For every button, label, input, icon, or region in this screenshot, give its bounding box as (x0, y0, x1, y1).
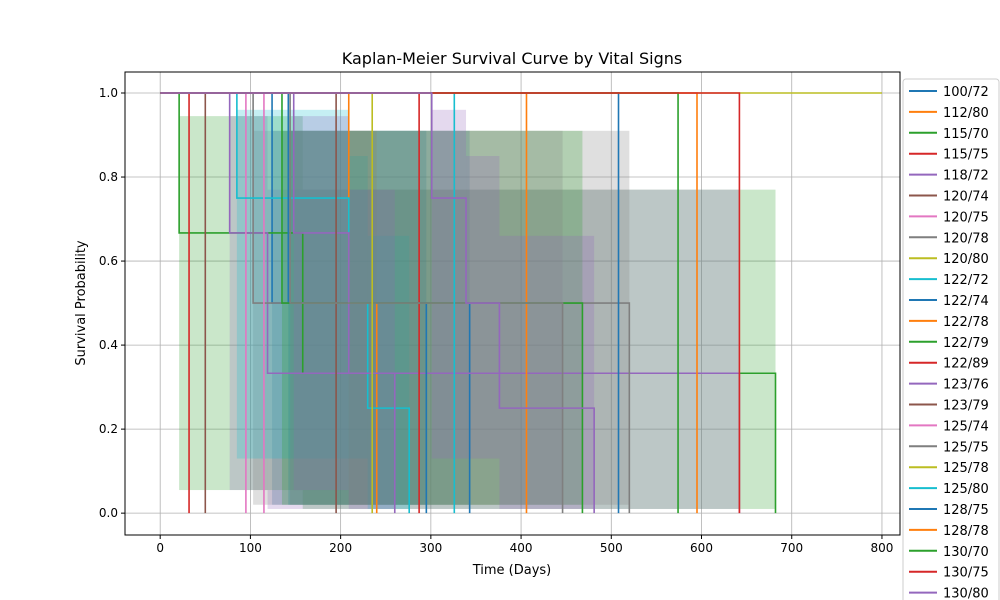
legend-label: 120/75 (943, 210, 989, 225)
ci-band-130-80 (499, 235, 595, 509)
ci-band-130-80 (466, 156, 500, 459)
legend-label: 118/72 (943, 169, 989, 184)
x-tick-label: 300 (419, 541, 442, 555)
y-tick-label: 0.8 (99, 170, 118, 184)
x-tick-label: 0 (156, 541, 164, 555)
survival-lines (160, 92, 882, 514)
legend-label: 123/76 (943, 378, 989, 393)
ci-band-122-74 (288, 130, 427, 505)
x-axis-ticks: 0 100 200 300 400 500 600 700 800 (156, 535, 893, 555)
y-tick-label: 0.0 (99, 506, 118, 520)
legend-label: 112/80 (943, 106, 989, 121)
y-tick-label: 0.6 (99, 254, 118, 268)
legend-label: 120/74 (943, 190, 989, 205)
ci-band-122-72 (236, 109, 349, 459)
ci-band-100-72 (272, 130, 470, 505)
legend-label: 128/75 (943, 503, 989, 518)
ci-band-122-72 (367, 235, 410, 509)
legend-label: 125/78 (943, 461, 989, 476)
legend-label: 122/78 (943, 315, 989, 330)
legend-label: 115/75 (943, 148, 989, 163)
ci-band-122-72 (348, 156, 368, 459)
legend-label: 130/70 (943, 545, 989, 560)
y-tick-label: 1.0 (99, 86, 118, 100)
legend-label: 122/74 (943, 294, 989, 309)
x-axis-label: Time (Days) (472, 563, 552, 578)
x-tick-label: 400 (510, 541, 533, 555)
ci-band-120-78 (253, 130, 630, 505)
x-tick-label: 700 (780, 541, 803, 555)
legend-label: 125/80 (943, 482, 989, 497)
chart-title: Kaplan-Meier Survival Curve by Vital Sig… (342, 49, 682, 68)
legend-label: 122/72 (943, 273, 989, 288)
legend-box (902, 78, 1000, 600)
y-axis-ticks: 0.0 0.2 0.4 0.6 0.8 1.0 (99, 86, 125, 520)
legend-label: 122/79 (943, 336, 989, 351)
legend-label: 125/74 (943, 419, 989, 434)
ci-band-130-80 (431, 109, 467, 459)
x-tick-label: 600 (690, 541, 713, 555)
legend-label: 128/78 (943, 524, 989, 539)
legend-label: 130/75 (943, 566, 989, 581)
legend: 100/72 112/80 115/70 115/75 118/72 120/74 120/… (902, 78, 1000, 600)
legend-label: 123/79 (943, 399, 989, 414)
ci-band-118-72 (267, 189, 740, 509)
y-axis-label: Survival Probability (74, 240, 89, 366)
x-tick-label: 100 (239, 541, 262, 555)
legend-label: 120/78 (943, 231, 989, 246)
legend-label: 120/80 (943, 252, 989, 267)
legend-label: 130/80 (943, 587, 989, 600)
survival-line-130-80 (160, 92, 595, 514)
legend-label: 115/70 (943, 127, 989, 142)
legend-label: 122/89 (943, 357, 989, 372)
x-tick-label: 200 (329, 541, 352, 555)
plot-frame (124, 71, 901, 536)
y-tick-label: 0.2 (99, 422, 118, 436)
confidence-bands (179, 109, 776, 509)
x-tick-label: 500 (600, 541, 623, 555)
legend-label: 125/75 (943, 440, 989, 455)
legend-label: 100/72 (943, 85, 989, 100)
x-tick-label: 800 (871, 541, 894, 555)
y-tick-label: 0.4 (99, 338, 118, 352)
